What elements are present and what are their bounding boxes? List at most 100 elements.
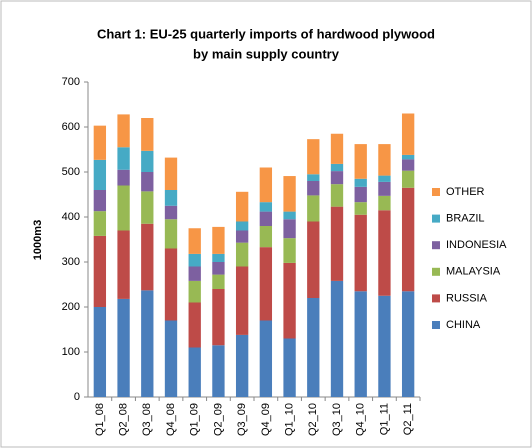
bar-segment xyxy=(378,175,391,182)
bar-segment xyxy=(378,295,391,397)
x-tick-label: Q4_08 xyxy=(165,403,177,436)
bar-segment xyxy=(259,247,273,321)
bar-segment xyxy=(93,211,107,236)
bar-segment xyxy=(212,289,225,346)
bar-segment xyxy=(164,190,178,206)
bar-segment xyxy=(307,174,320,181)
y-tick-label: 400 xyxy=(62,211,80,223)
bar-segment xyxy=(235,334,249,397)
bar-segment xyxy=(235,221,249,231)
legend-label: OTHER xyxy=(446,186,485,198)
bar-segment xyxy=(401,113,415,155)
x-tick-label: Q1_11 xyxy=(378,403,390,435)
bar-segment xyxy=(378,195,391,211)
bar-segment xyxy=(354,214,367,292)
x-tick-label: Q4_09 xyxy=(260,403,272,436)
bar-segment xyxy=(401,159,415,171)
y-tick-label: 200 xyxy=(62,301,80,313)
y-tick-label: 300 xyxy=(62,256,80,268)
bar-segment xyxy=(188,302,201,348)
bar-segment xyxy=(93,307,107,397)
legend-swatch xyxy=(432,267,440,276)
bar-segment xyxy=(378,210,391,296)
x-tick-label: Q3_08 xyxy=(141,403,153,436)
x-tick-label: Q1_08 xyxy=(94,403,106,436)
bar-segment xyxy=(330,171,344,185)
bar-segment xyxy=(235,191,249,222)
bar-segment xyxy=(354,178,367,187)
bar-segment xyxy=(259,320,273,397)
y-tick-label: 500 xyxy=(62,166,80,178)
bar-segment xyxy=(330,163,344,172)
bar-segment xyxy=(307,195,320,222)
bar-segment xyxy=(164,219,178,249)
bar-segment xyxy=(188,253,201,267)
legend-label: CHINA xyxy=(446,319,481,331)
bar-segment xyxy=(283,219,296,239)
bar-segment xyxy=(354,202,367,215)
bar-segment xyxy=(141,150,154,172)
bar-segment xyxy=(235,230,249,243)
bar-segment xyxy=(141,118,154,151)
legend-swatch xyxy=(432,214,440,223)
x-tick-label: Q2_09 xyxy=(212,403,224,436)
bar-segment xyxy=(259,202,273,212)
x-tick-label: Q2_11 xyxy=(402,403,414,435)
y-axis-label: 1000m3 xyxy=(32,220,44,260)
bar-segment xyxy=(93,125,107,160)
bar-segment xyxy=(164,248,178,321)
bar-segment xyxy=(259,226,273,248)
bar-segment xyxy=(354,291,367,397)
legend-swatch xyxy=(432,321,440,329)
bar-segment xyxy=(354,144,367,179)
bar-segment xyxy=(164,205,178,220)
x-tick-label: Q3_10 xyxy=(331,403,343,436)
bar-segment xyxy=(164,157,178,190)
bar-segment xyxy=(117,147,130,170)
bar-segment xyxy=(141,223,154,291)
bar-segment xyxy=(330,184,344,207)
legend-label: BRAZIL xyxy=(446,213,485,225)
bar-segment xyxy=(283,262,296,339)
x-tick-label: Q2_08 xyxy=(117,403,129,436)
bar-segment xyxy=(212,253,225,262)
bar-segment xyxy=(212,345,225,397)
legend-swatch xyxy=(432,294,440,303)
bar-segment xyxy=(307,181,320,196)
y-tick-label: 700 xyxy=(62,76,80,88)
y-tick-label: 0 xyxy=(74,391,80,403)
bar-segment xyxy=(378,144,391,176)
bar-segment xyxy=(354,186,367,203)
bar-segment xyxy=(188,266,201,281)
bar-segment xyxy=(235,242,249,267)
bar-segment xyxy=(307,139,320,175)
bar-segment xyxy=(141,191,154,224)
bar-segment xyxy=(283,238,296,263)
x-tick-label: Q4_10 xyxy=(355,403,367,436)
bar-segment xyxy=(378,181,391,196)
bar-segment xyxy=(117,185,130,231)
bar-segment xyxy=(283,338,296,397)
bar-segment xyxy=(401,291,415,397)
bar-segment xyxy=(117,169,130,186)
bar-segment xyxy=(330,206,344,281)
legend-label: INDONESIA xyxy=(446,239,507,251)
bar-segment xyxy=(307,298,320,397)
bar-segment xyxy=(188,347,201,397)
legend-label: RUSSIA xyxy=(446,292,488,304)
bar-segment xyxy=(117,114,130,148)
bar-segment xyxy=(188,280,201,303)
bar-segment xyxy=(141,290,154,397)
bar-segment xyxy=(212,274,225,289)
x-tick-label: Q1_10 xyxy=(283,403,295,436)
bar-segment xyxy=(117,230,130,299)
bar-segment xyxy=(117,298,130,397)
y-tick-label: 600 xyxy=(62,121,80,133)
bar-segment xyxy=(93,235,107,307)
chart-title: Chart 1: EU-25 quarterly imports of hard… xyxy=(97,26,435,41)
bar-segment xyxy=(259,211,273,226)
bar-segment xyxy=(283,176,296,212)
bar-segment xyxy=(307,221,320,298)
